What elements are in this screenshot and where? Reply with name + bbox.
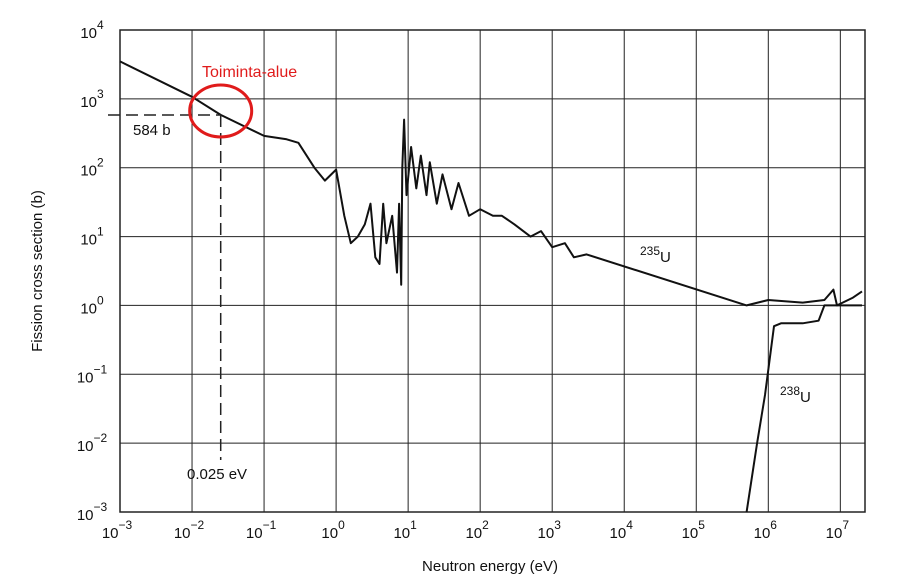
series-label: 235U — [640, 244, 671, 266]
reference-label: 0.025 eV — [187, 466, 247, 483]
y-tick-label: 100 — [80, 294, 104, 318]
series-line — [119, 60, 863, 307]
annotation: Toiminta-alue — [202, 64, 297, 81]
highlight-circle — [188, 83, 254, 139]
x-tick-label: 102 — [465, 518, 489, 542]
x-tick-label: 104 — [610, 518, 634, 542]
y-axis-label: Fission cross section (b) — [29, 190, 46, 352]
x-axis-label: Neutron energy (eV) — [422, 558, 558, 575]
y-tick-label: 10−3 — [77, 500, 108, 524]
y-tick-label: 102 — [80, 156, 104, 180]
plot-frame — [119, 29, 866, 513]
x-tick-label: 106 — [754, 518, 778, 542]
x-tick-label: 103 — [538, 518, 562, 542]
x-tick-label: 10−1 — [246, 518, 277, 542]
y-tick-label: 104 — [80, 18, 104, 42]
reference-label: 584 b — [133, 122, 171, 139]
x-tick-label: 10−3 — [102, 518, 133, 542]
x-tick-label: 100 — [321, 518, 345, 542]
y-tick-label: 101 — [80, 225, 104, 249]
x-tick-label: 107 — [826, 518, 850, 542]
y-tick-label: 103 — [80, 87, 104, 111]
y-tick-label: 10−1 — [77, 362, 108, 386]
y-tick-label: 10−2 — [77, 431, 108, 455]
x-tick-label: 105 — [682, 518, 706, 542]
series-label: 238U — [780, 384, 811, 406]
series-line — [745, 304, 862, 513]
x-tick-label: 10−2 — [174, 518, 205, 542]
x-tick-label: 101 — [393, 518, 417, 542]
